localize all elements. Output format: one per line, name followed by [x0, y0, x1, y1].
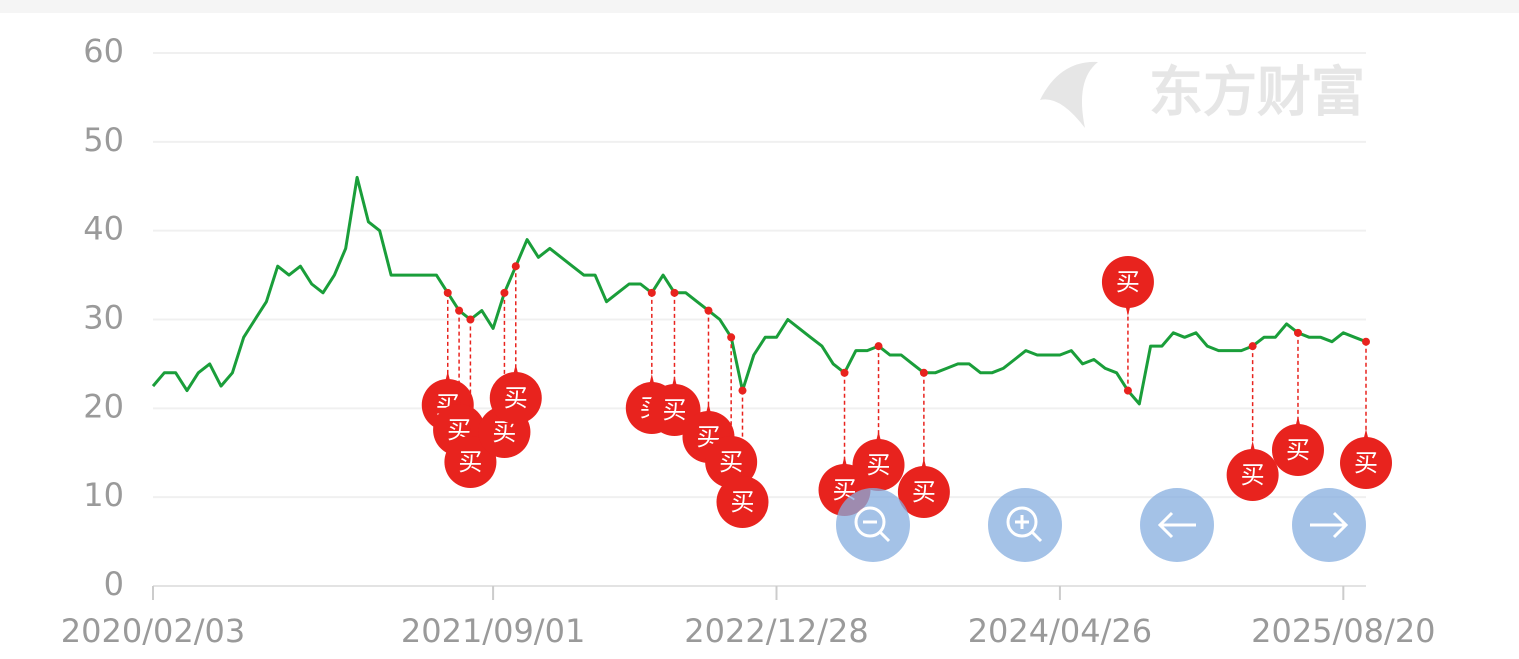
y-tick-label: 20 — [83, 387, 124, 425]
signal-label: 买 — [1241, 461, 1265, 489]
signal-balloon — [1226, 449, 1279, 501]
watermark: 东方财富 — [1149, 61, 1365, 124]
signal-point — [1123, 386, 1132, 395]
signal-point — [443, 288, 452, 297]
signal-point — [647, 288, 656, 297]
signal-point — [455, 306, 464, 315]
x-tick-label: 2024/04/26 — [968, 612, 1152, 650]
signal-balloon — [489, 372, 542, 424]
zoom-out-button[interactable] — [836, 488, 910, 562]
signal-point — [1248, 342, 1257, 351]
signal-label: 买 — [662, 396, 686, 424]
buy-signal: 买 — [1340, 337, 1392, 489]
buy-signal: 买 — [648, 288, 701, 436]
signal-balloon — [1101, 256, 1154, 308]
buy-signal: 买 — [444, 315, 497, 488]
signal-balloon — [716, 476, 769, 528]
y-tick-label: 50 — [83, 121, 124, 159]
y-tick-label: 10 — [83, 476, 124, 514]
signal-point — [738, 386, 747, 395]
x-tick-label: 2020/02/03 — [61, 612, 245, 650]
x-tick-label: 2025/08/20 — [1251, 612, 1435, 650]
x-tick-label: 2022/12/28 — [684, 612, 868, 650]
y-tick-label: 0 — [104, 565, 124, 603]
signal-label: 买 — [1354, 449, 1378, 477]
top-bar — [0, 0, 1519, 13]
x-tick-label: 2021/09/01 — [401, 612, 585, 650]
signal-point — [500, 288, 509, 297]
signal-point — [704, 306, 713, 315]
signal-label: 买 — [730, 488, 754, 516]
signal-point — [1362, 337, 1370, 346]
signal-label: 买 — [912, 478, 936, 506]
price-line — [151, 175, 1367, 406]
signal-point — [1293, 328, 1302, 337]
buy-signal: 买 — [705, 333, 758, 488]
signal-label: 买 — [1116, 268, 1140, 296]
signal-balloon — [1340, 437, 1392, 489]
y-tick-label: 30 — [83, 299, 124, 337]
signal-balloon — [1271, 424, 1324, 476]
pan-right-button[interactable] — [1292, 488, 1366, 562]
y-tick-label: 60 — [83, 32, 124, 70]
watermark-logo — [1040, 61, 1098, 128]
signal-balloon — [897, 466, 950, 518]
buy-signal: 买 — [852, 342, 905, 491]
signal-label: 买 — [1286, 436, 1310, 464]
signal-point — [670, 288, 679, 297]
buy-signal: 买 — [1101, 256, 1154, 395]
pan-left-button[interactable] — [1140, 488, 1214, 562]
buy-signal: 买 — [716, 386, 769, 528]
signal-point — [840, 368, 849, 377]
signal-balloon — [852, 439, 905, 491]
signal-point — [874, 342, 883, 351]
y-tick-label: 40 — [83, 210, 124, 248]
signal-point — [511, 262, 520, 271]
buy-signal: 买 — [1226, 342, 1279, 501]
buy-signal: 买 — [897, 368, 950, 518]
signal-label: 买 — [458, 448, 482, 476]
signal-point — [466, 315, 475, 324]
signal-label: 买 — [867, 451, 891, 479]
zoom-in-button[interactable] — [988, 488, 1062, 562]
signal-point — [727, 333, 736, 342]
signal-balloon — [444, 436, 497, 488]
signal-point — [919, 368, 928, 377]
buy-signal: 买 — [1271, 328, 1324, 476]
signal-label: 买 — [504, 384, 528, 412]
buy-signal: 买 — [489, 262, 542, 424]
signal-label: 买 — [719, 448, 743, 476]
